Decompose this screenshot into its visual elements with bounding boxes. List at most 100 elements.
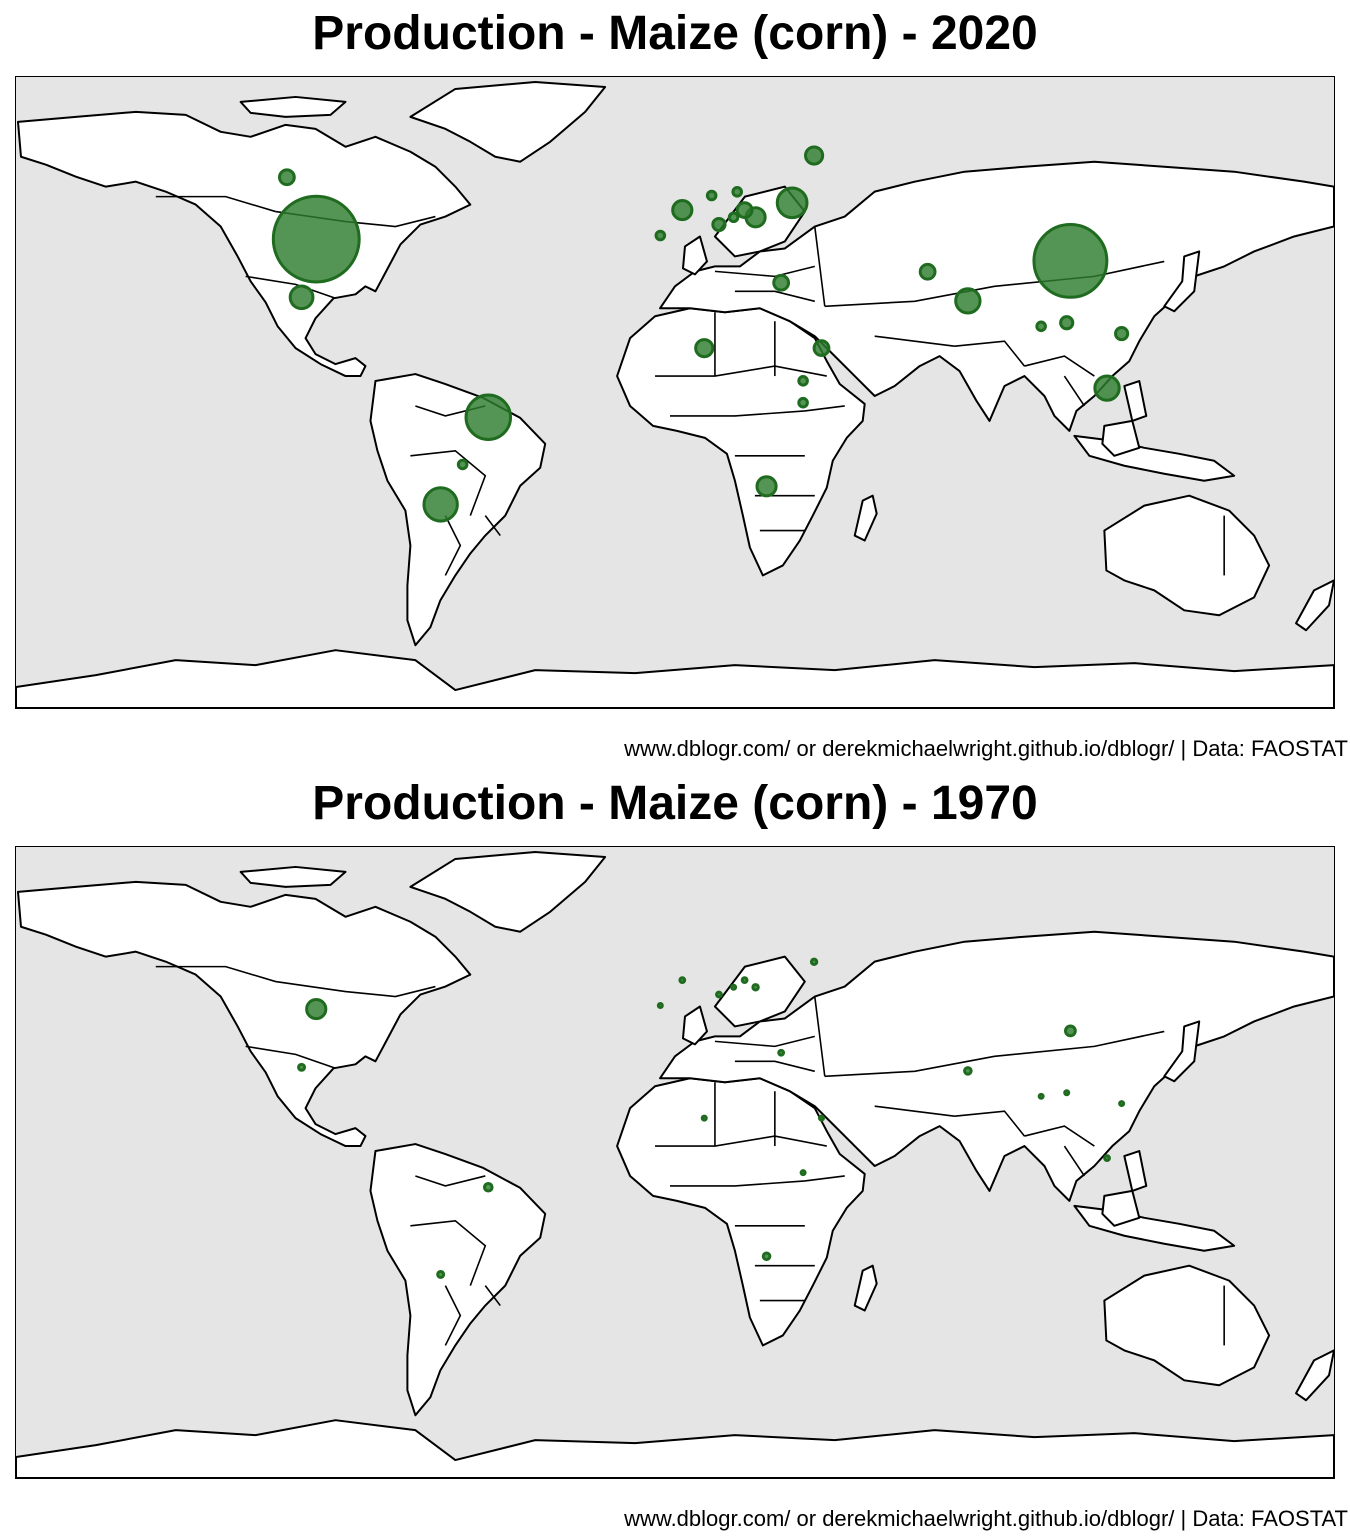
country-border xyxy=(874,1105,955,1117)
production-bubble xyxy=(772,273,791,292)
country-border xyxy=(415,1175,486,1187)
country-border xyxy=(155,195,276,213)
indonesia-landmass xyxy=(1073,434,1236,482)
map-title: Production - Maize (corn) - 1970 xyxy=(312,777,1038,830)
country-border xyxy=(734,290,815,303)
country-border xyxy=(410,449,487,516)
production-bubble xyxy=(278,168,296,187)
production-bubble xyxy=(751,983,760,992)
production-bubble xyxy=(797,375,809,387)
production-bubble xyxy=(1059,315,1075,331)
production-bubble xyxy=(654,229,667,242)
production-bubble xyxy=(1093,374,1121,402)
production-bubble xyxy=(705,189,718,202)
production-bubble xyxy=(797,396,809,409)
country-border xyxy=(245,1045,336,1070)
production-bubble xyxy=(700,1114,708,1122)
production-bubble xyxy=(761,1251,772,1262)
production-bubble xyxy=(482,1181,494,1193)
madagascar-landmass xyxy=(853,494,878,542)
production-bubble xyxy=(711,216,727,233)
production-bubble xyxy=(1114,326,1130,342)
scandinavia-landmass xyxy=(713,955,806,1028)
australia-landmass xyxy=(1103,494,1271,617)
source-caption: www.dblogr.com/ or derekmichaelwright.gi… xyxy=(624,1506,1348,1531)
production-bubble xyxy=(671,199,694,222)
philippines-landmass xyxy=(1123,380,1148,422)
country-border xyxy=(275,980,436,998)
antarctica-landmass xyxy=(16,1419,1334,1478)
production-bubble xyxy=(740,976,749,984)
production-bubble xyxy=(799,1169,807,1177)
production-bubble xyxy=(1118,1100,1126,1108)
source-caption: www.dblogr.com/ or derekmichaelwright.gi… xyxy=(624,736,1348,761)
australia-landmass xyxy=(1103,1264,1271,1387)
philippines-landmass xyxy=(1123,1150,1148,1192)
britain-landmass xyxy=(681,235,708,276)
country-borders xyxy=(155,965,1225,1346)
country-border xyxy=(1063,1145,1086,1177)
country-border xyxy=(410,1219,487,1286)
production-bubbles xyxy=(297,957,1126,1279)
country-border xyxy=(1024,1125,1095,1147)
production-bubble xyxy=(735,201,754,219)
world-map-svg xyxy=(16,850,1334,1478)
borneo-landmass xyxy=(1101,419,1141,457)
japan-landmass xyxy=(1163,250,1201,313)
madagascar-landmass xyxy=(853,1264,878,1312)
production-bubble xyxy=(918,262,937,281)
country-border xyxy=(954,1110,1026,1137)
arctic-islands-landmass xyxy=(239,95,347,118)
new-zealand-landmass xyxy=(1295,579,1334,632)
production-bubble xyxy=(1032,223,1109,299)
country-borders xyxy=(155,195,1225,576)
production-bubble xyxy=(775,186,809,220)
map-title: Production - Maize (corn) - 2020 xyxy=(312,7,1038,60)
production-bubble xyxy=(464,393,513,441)
production-bubbles xyxy=(271,145,1130,523)
country-border xyxy=(1063,375,1086,407)
production-bubble xyxy=(731,186,743,198)
production-bubble xyxy=(1063,1089,1071,1097)
country-border xyxy=(484,515,501,537)
country-border xyxy=(813,996,826,1077)
landmasses xyxy=(16,80,1334,708)
north-america-landmass xyxy=(16,110,472,378)
country-border xyxy=(444,515,462,576)
country-border xyxy=(155,965,276,983)
production-bubble xyxy=(715,990,723,999)
eurasia-landmass xyxy=(659,930,1334,1202)
production-bubble xyxy=(755,475,778,498)
borneo-landmass xyxy=(1101,1189,1141,1227)
production-bubble xyxy=(1035,320,1047,333)
world-map xyxy=(15,76,1335,709)
country-border xyxy=(670,405,845,417)
world-map-svg xyxy=(16,80,1334,708)
world-map xyxy=(15,846,1335,1479)
production-bubble xyxy=(954,287,982,315)
production-bubble xyxy=(422,486,459,523)
indonesia-landmass xyxy=(1073,1204,1236,1252)
production-bubble xyxy=(656,1002,664,1009)
country-border xyxy=(655,1135,827,1147)
production-bubble xyxy=(777,1048,786,1057)
eurasia-landmass xyxy=(659,160,1334,432)
production-bubble xyxy=(730,983,738,991)
production-bubble xyxy=(1064,1024,1077,1038)
country-border xyxy=(824,260,1165,308)
production-bubble xyxy=(297,1062,307,1072)
production-bubble xyxy=(305,998,328,1021)
production-bubble xyxy=(436,1269,446,1279)
south-america-landmass xyxy=(369,1143,547,1417)
britain-landmass xyxy=(681,1005,708,1046)
country-border xyxy=(245,275,336,300)
country-border xyxy=(734,1060,815,1073)
map-panel-2020: Production - Maize (corn) - 2020 www.dbl… xyxy=(15,7,1348,761)
country-border xyxy=(670,1175,845,1187)
production-bubble xyxy=(288,284,315,311)
country-border xyxy=(484,1285,501,1307)
country-border xyxy=(714,265,815,278)
production-bubble xyxy=(727,211,740,224)
production-bubble xyxy=(1037,1092,1045,1100)
country-border xyxy=(813,226,826,307)
